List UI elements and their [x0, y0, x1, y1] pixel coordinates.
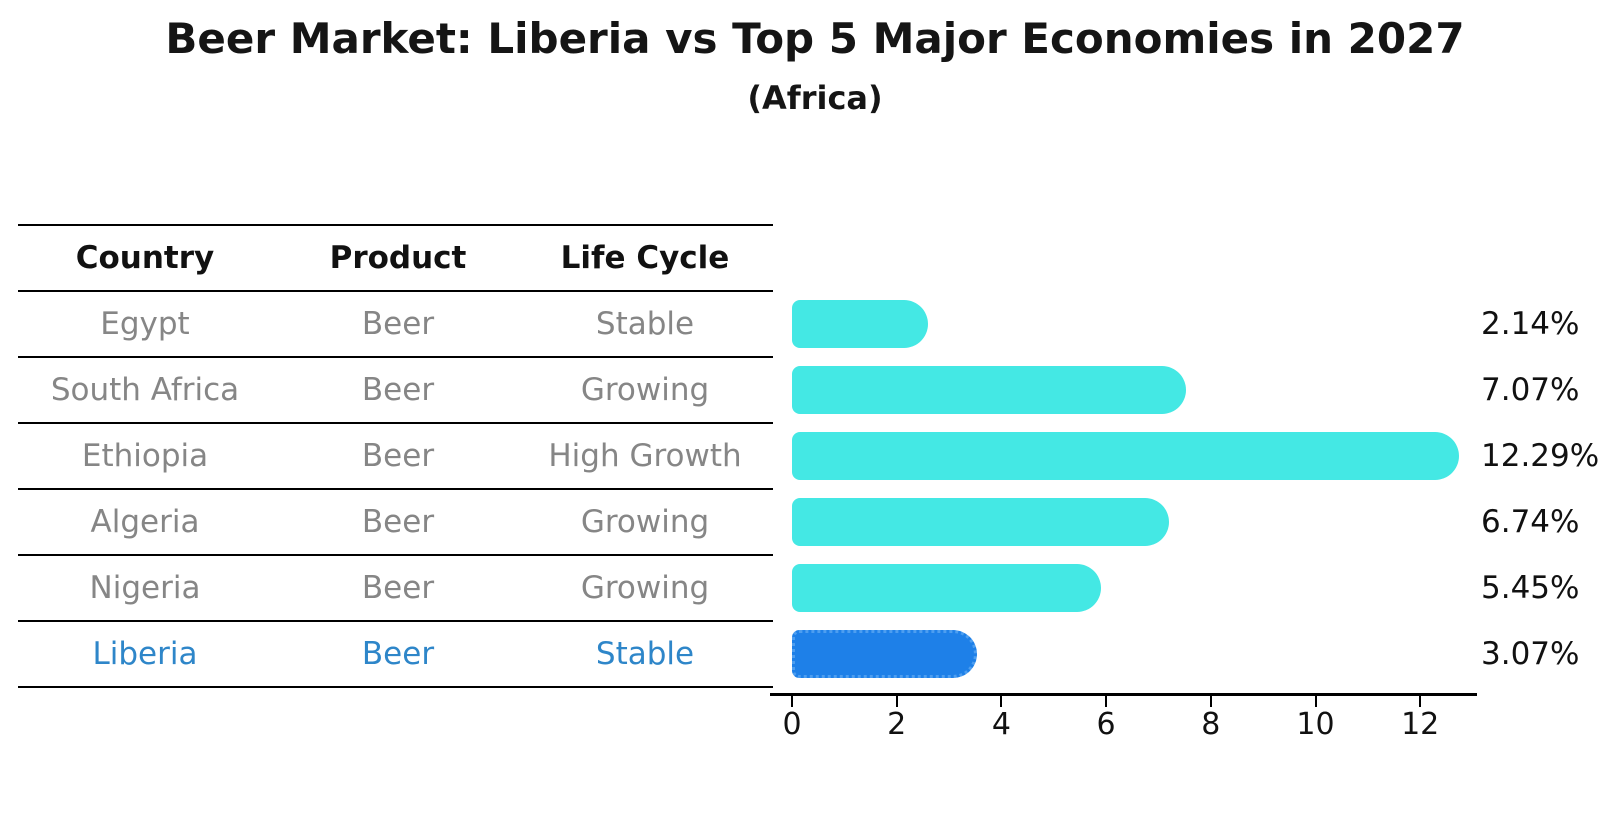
table-separator-line: [18, 224, 773, 226]
chart-title: Beer Market: Liberia vs Top 5 Major Econ…: [165, 14, 1465, 63]
bar-liberia: [792, 630, 977, 678]
table-separator-line: [18, 356, 773, 358]
x-axis-tick-label: 0: [782, 707, 802, 742]
x-axis-tick: [1105, 696, 1108, 707]
x-axis-tick-label: 2: [887, 707, 907, 742]
table-cell-product: Beer: [361, 570, 435, 606]
x-axis-tick-label: 10: [1296, 707, 1335, 742]
table-cell-country: Nigeria: [89, 570, 201, 606]
table-cell-country: Ethiopia: [81, 438, 209, 474]
table-cell-life_cycle: Stable: [595, 636, 695, 672]
bar-south-africa: [792, 366, 1187, 414]
table-cell-life_cycle: High Growth: [548, 438, 742, 474]
table-cell-country: Egypt: [100, 306, 190, 342]
x-axis-tick: [1314, 696, 1317, 707]
table-separator-line: [18, 620, 773, 622]
table-separator-line: [18, 422, 773, 424]
chart-subtitle: (Africa): [747, 79, 883, 117]
table-cell-country: Liberia: [92, 636, 198, 672]
table-header-product: Product: [329, 240, 467, 276]
table-cell-life_cycle: Growing: [580, 504, 710, 540]
table-separator-line: [18, 686, 773, 688]
bar-value-label: 6.74%: [1481, 504, 1580, 540]
table-header-country: Country: [75, 240, 215, 276]
table-separator-line: [18, 290, 773, 292]
table-cell-product: Beer: [361, 636, 435, 672]
table-separator-line: [18, 554, 773, 556]
bar-value-label: 2.14%: [1481, 306, 1580, 342]
x-axis-tick-label: 6: [1096, 707, 1116, 742]
table-cell-life_cycle: Growing: [580, 372, 710, 408]
x-axis-tick: [791, 696, 793, 707]
table-separator-line: [18, 488, 773, 490]
table-cell-country: South Africa: [50, 372, 240, 408]
bar-value-label: 5.45%: [1481, 570, 1580, 606]
bar-value-label: 3.07%: [1481, 636, 1580, 672]
table-cell-life_cycle: Stable: [595, 306, 695, 342]
x-axis-tick-label: 8: [1201, 707, 1221, 742]
table-header-life-cycle: Life Cycle: [560, 240, 730, 276]
x-axis-tick-label: 12: [1401, 707, 1440, 742]
table-cell-product: Beer: [361, 438, 435, 474]
bar-egypt: [792, 300, 929, 348]
x-axis-tick: [895, 696, 898, 707]
x-axis-tick-label: 4: [991, 707, 1011, 742]
bar-ethiopia: [792, 432, 1460, 480]
table-cell-life_cycle: Growing: [580, 570, 710, 606]
table-cell-product: Beer: [361, 372, 435, 408]
x-axis-tick: [1000, 696, 1003, 707]
table-cell-product: Beer: [361, 504, 435, 540]
table-cell-country: Algeria: [90, 504, 200, 540]
bar-algeria: [792, 498, 1169, 546]
bar-value-label: 7.07%: [1481, 372, 1580, 408]
x-axis-line: [770, 693, 1477, 696]
x-axis-tick: [1209, 696, 1212, 707]
table-cell-product: Beer: [361, 306, 435, 342]
x-axis-tick: [1419, 696, 1422, 707]
bar-nigeria: [792, 564, 1102, 612]
bar-value-label: 12.29%: [1481, 438, 1600, 474]
